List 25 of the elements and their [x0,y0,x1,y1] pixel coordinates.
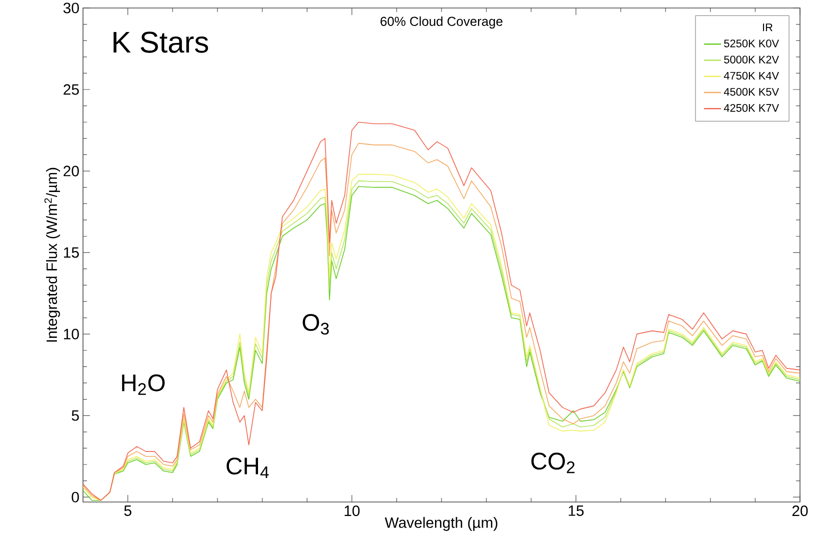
text: 60% Cloud Coverage [380,16,502,29]
legend-title: IR [763,24,772,32]
y-tick-label: 20 [64,166,79,176]
annotation: CH$_{4}$ [226,458,269,478]
y-axis-title: Integrated Flux (W/m$^{2}$/µm) [44,168,60,342]
y-tick-label: 10 [64,328,79,340]
y-tick-label: 5 [72,410,79,421]
legend-label: 5250K K0V [724,40,780,48]
y-tick-label: 15 [64,247,79,258]
annotation: H$_{2}$O [122,374,165,395]
x-tick-label: 10 [344,506,360,516]
annotation: O$_{3}$ [302,314,329,335]
annotation: K Stars [114,32,208,53]
x-tick-label: 15 [568,506,584,516]
y-tick-label: 25 [64,84,79,95]
legend-label: 4250K K7V [724,104,780,112]
legend-label: 5000K K2V [724,56,780,64]
y-tick-label: 0 [72,492,79,502]
x-tick-label: 20 [792,506,808,516]
legend-label: 4500K K5V [724,88,780,96]
x-axis-title: Wavelength (µm) [384,516,498,531]
y-tick-label: 30 [63,2,79,14]
annotation: CO$_{2}$ [531,452,575,474]
legend-label: 4750K K4V [724,72,780,80]
x-tick-label: 5 [124,506,132,516]
